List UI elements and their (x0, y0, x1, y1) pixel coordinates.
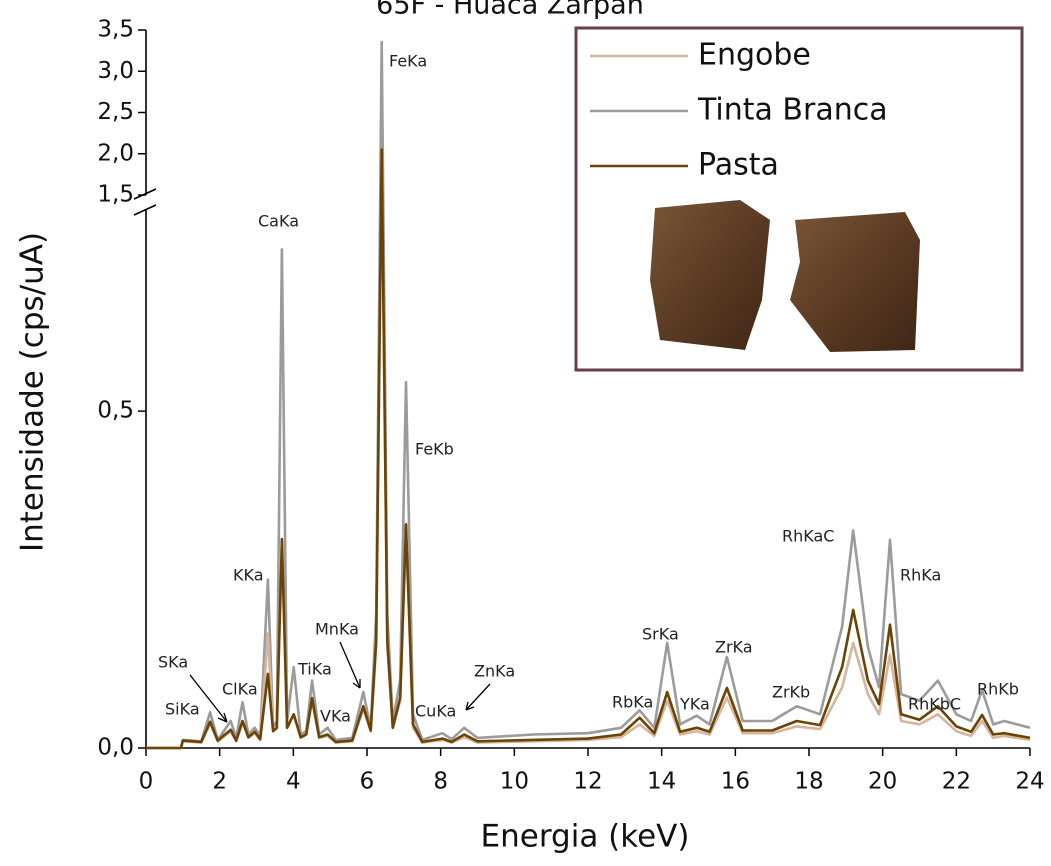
x-axis-label: Energia (keV) (481, 819, 690, 855)
peak-label: MnKa (315, 620, 359, 639)
y-tick-label: 3,0 (97, 58, 134, 84)
legend: Engobe Tinta Branca Pasta (574, 26, 1024, 372)
legend-label: Engobe (698, 38, 811, 73)
arrow (465, 683, 491, 711)
y-tick-label: 0,0 (97, 735, 134, 761)
y-tick-label: 2,5 (97, 99, 134, 125)
x-tick-label: 22 (942, 769, 971, 795)
series-line (146, 148, 1031, 750)
peak-label: TiKa (297, 660, 332, 679)
peak-label: SKa (158, 653, 188, 672)
x-tick-label: 2 (212, 769, 227, 795)
photo-sherd (790, 212, 920, 352)
x-tick-label: 24 (1015, 769, 1044, 795)
peak-label: RhKaC (782, 527, 834, 546)
x-tick-label: 8 (433, 769, 448, 795)
x-tick-label: 0 (139, 769, 154, 795)
peak-label: ClKa (222, 680, 258, 699)
photo-sherd (650, 200, 770, 350)
legend-label: Pasta (698, 148, 779, 183)
peak-label: ZrKb (772, 683, 810, 702)
arrow (189, 674, 228, 723)
legend-box (574, 26, 1024, 372)
peak-label: KKa (233, 566, 264, 585)
y-tick-label: 3,5 (97, 17, 134, 43)
arrow (339, 641, 361, 689)
x-tick-label: 6 (360, 769, 375, 795)
x-tick-label: 14 (647, 769, 676, 795)
peak-label: FeKb (415, 440, 454, 459)
y-tick-label: 0,5 (97, 398, 134, 424)
y-axis-label: Intensidade (cps/uA) (15, 232, 51, 552)
legend-label: Tinta Branca (697, 93, 888, 128)
peak-label: FeKa (389, 52, 427, 71)
peak-label: ZnKa (474, 662, 515, 681)
arrows (189, 641, 491, 723)
x-tick-label: 16 (721, 769, 750, 795)
x-tick-label: 18 (794, 769, 823, 795)
peak-label: RhKbC (908, 695, 961, 714)
x-tick-label: 10 (500, 769, 529, 795)
y-tick-label: 2,0 (97, 140, 134, 166)
peak-label: RbKa (612, 693, 653, 712)
peak-label: CaKa (258, 212, 299, 231)
chart-title: 65F - Huaca Zarpan (376, 0, 644, 21)
peak-label: RhKb (977, 680, 1019, 699)
y-tick-label: 1,5 (97, 182, 134, 208)
x-tick-label: 12 (573, 769, 602, 795)
peak-label: RhKa (900, 566, 941, 585)
peak-label: VKa (320, 707, 351, 726)
peak-label: SrKa (642, 625, 679, 644)
axis-break (133, 188, 157, 216)
peak-label: ZrKa (715, 638, 753, 657)
peak-label: YKa (679, 695, 710, 714)
peak-label: SiKa (165, 700, 200, 719)
x-tick-label: 20 (868, 769, 897, 795)
x-tick-label: 4 (286, 769, 301, 795)
peak-label: CuKa (415, 702, 456, 721)
